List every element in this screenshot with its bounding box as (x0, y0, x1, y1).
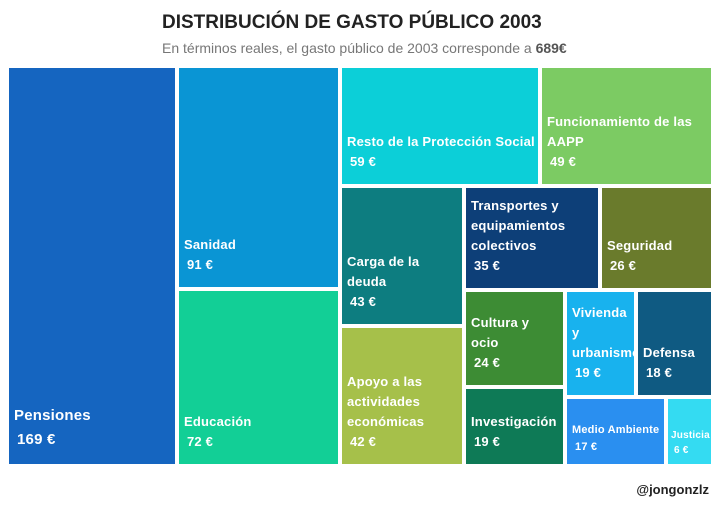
tile-value-label: 59 € (350, 154, 377, 169)
chart-subtitle: En términos reales, el gasto público de … (162, 40, 567, 56)
tile-category-label: Sanidad (184, 237, 236, 252)
tile-category-label: Cultura y ocio (471, 315, 530, 350)
tile-label: Vivienda y urbanismo 19 € (572, 303, 636, 383)
tile-label: Funcionamiento de las AAPP 49 € (547, 112, 708, 172)
tile-category-label: Funcionamiento de las AAPP (547, 114, 693, 149)
tile-value-label: 72 € (187, 434, 214, 449)
tile-value-label: 91 € (187, 257, 214, 272)
treemap-tile-13: Investigación 19 € (464, 387, 565, 466)
tile-label: Carga de la deuda 43 € (347, 252, 459, 312)
subtitle-total: 689€ (535, 40, 567, 56)
tile-category-label: Resto de la Protección Social (347, 134, 535, 149)
tile-category-label: Apoyo a las actividades económicas (347, 374, 425, 429)
tile-value-label: 17 € (575, 441, 598, 453)
treemap-tile-1: Pensiones 169 € (7, 66, 177, 466)
tile-value-label: 24 € (474, 355, 501, 370)
subtitle-text: En términos reales, el gasto público de … (162, 40, 536, 56)
tile-category-label: Transportes y equipamientos colectivos (471, 198, 566, 253)
treemap-tile-14: Medio Ambiente 17 € (565, 397, 666, 466)
tile-value-label: 35 € (474, 258, 501, 273)
treemap-tile-4: Resto de la Protección Social 59 € (340, 66, 540, 186)
tile-label: Seguridad 26 € (607, 236, 708, 276)
tile-category-label: Carga de la deuda (347, 254, 420, 289)
tile-value-label: 169 € (17, 431, 56, 448)
tile-category-label: Medio Ambiente (572, 424, 660, 436)
chart-title: DISTRIBUCIÓN DE GASTO PÚBLICO 2003 (162, 12, 542, 33)
treemap-tile-3: Educación 72 € (177, 289, 340, 466)
tile-value-label: 26 € (610, 258, 637, 273)
treemap-tile-6: Carga de la deuda 43 € (340, 186, 464, 326)
tile-label: Pensiones 169 € (14, 404, 172, 452)
treemap-tile-15: Justicia 6 € (666, 397, 713, 466)
tile-category-label: Investigación (471, 414, 557, 429)
author-credit: @jongonzlz (636, 482, 709, 497)
treemap-tile-8: Transportes y equipamientos colectivos 35… (464, 186, 600, 290)
treemap-tile-5: Funcionamiento de las AAPP 49 € (540, 66, 713, 186)
tile-category-label: Defensa (643, 345, 695, 360)
tile-value-label: 49 € (550, 154, 577, 169)
tile-label: Educación 72 € (184, 412, 335, 452)
treemap-tile-2: Sanidad 91 € (177, 66, 340, 289)
treemap-tile-9: Seguridad 26 € (600, 186, 713, 290)
tile-category-label: Pensiones (14, 407, 91, 424)
tile-label: Defensa 18 € (643, 343, 708, 383)
treemap-tile-12: Defensa 18 € (636, 290, 713, 397)
tile-label: Justicia 6 € (671, 428, 710, 458)
treemap-tile-11: Vivienda y urbanismo 19 € (565, 290, 636, 397)
tile-value-label: 18 € (646, 365, 673, 380)
tile-label: Sanidad 91 € (184, 235, 335, 275)
tile-category-label: Seguridad (607, 238, 673, 253)
tile-label: Transportes y equipamientos colectivos 35… (471, 196, 595, 276)
tile-value-label: 19 € (575, 365, 602, 380)
tile-category-label: Vivienda y urbanismo (572, 305, 636, 360)
tile-label: Medio Ambiente 17 € (572, 422, 661, 456)
tile-value-label: 19 € (474, 434, 501, 449)
tile-value-label: 43 € (350, 294, 377, 309)
tile-label: Resto de la Protección Social 59 € (347, 132, 535, 172)
tile-value-label: 6 € (674, 445, 689, 456)
tile-value-label: 42 € (350, 434, 377, 449)
treemap-tile-7: Apoyo a las actividades económicas 42 € (340, 326, 464, 466)
tile-category-label: Justicia (671, 430, 710, 441)
tile-label: Investigación 19 € (471, 412, 560, 452)
tile-label: Apoyo a las actividades económicas 42 € (347, 372, 459, 452)
tile-category-label: Educación (184, 414, 252, 429)
tile-label: Cultura y ocio 24 € (471, 313, 560, 373)
treemap-tile-10: Cultura y ocio 24 € (464, 290, 565, 387)
